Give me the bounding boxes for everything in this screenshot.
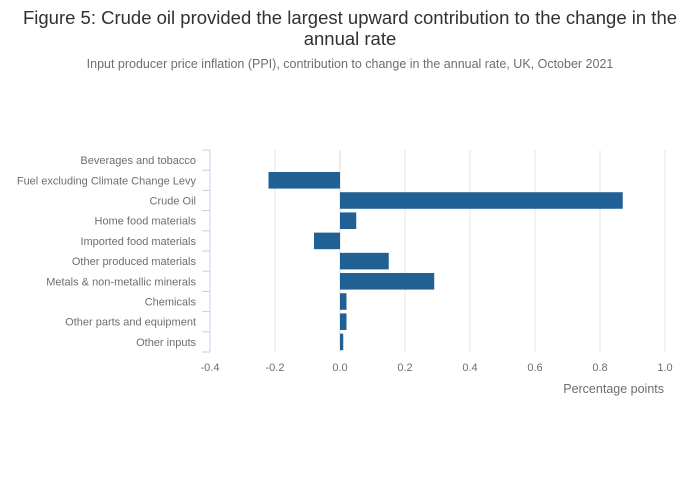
x-tick-label: 0.6	[527, 362, 542, 374]
bars	[268, 172, 623, 351]
x-tick-label: 0.0	[332, 362, 347, 374]
category-label: Fuel excluding Climate Change Levy	[17, 175, 197, 187]
x-axis-label: Percentage points	[563, 382, 664, 396]
x-tick-label: 0.2	[397, 362, 412, 374]
bar[interactable]	[340, 313, 347, 330]
category-labels: Beverages and tobacco Fuel excluding Clim…	[17, 155, 197, 349]
bar[interactable]	[314, 232, 340, 250]
x-tick-label: 0.8	[592, 362, 607, 374]
category-label: Other produced materials	[72, 256, 197, 268]
x-tick-label: 1.0	[657, 362, 672, 374]
chart-subtitle: Input producer price inflation (PPI), co…	[86, 57, 614, 71]
bar[interactable]	[340, 192, 623, 209]
bar[interactable]	[340, 212, 357, 229]
bar[interactable]	[340, 333, 344, 351]
y-axis	[202, 149, 211, 353]
category-label: Other parts and equipment	[65, 317, 196, 329]
category-label: Other inputs	[136, 337, 196, 349]
bar[interactable]	[340, 252, 389, 270]
x-tick-labels: -0.4 -0.2 0.0 0.2 0.4 0.6 0.8 1.0	[201, 362, 673, 374]
x-tick-label: -0.2	[266, 362, 285, 374]
x-tick-label: -0.4	[201, 362, 220, 374]
category-label: Home food materials	[95, 216, 197, 228]
category-label: Beverages and tobacco	[80, 155, 196, 167]
category-label: Crude Oil	[150, 196, 196, 208]
category-label: Metals & non-metallic minerals	[46, 276, 196, 288]
category-label: Imported food materials	[80, 236, 196, 248]
category-label: Chemicals	[145, 297, 197, 309]
bar[interactable]	[340, 273, 435, 290]
bar[interactable]	[268, 172, 341, 189]
x-tick-label: 0.4	[462, 362, 477, 374]
chart-title: Figure 5: Crude oil provided the largest…	[22, 7, 678, 49]
bar[interactable]	[340, 293, 347, 310]
